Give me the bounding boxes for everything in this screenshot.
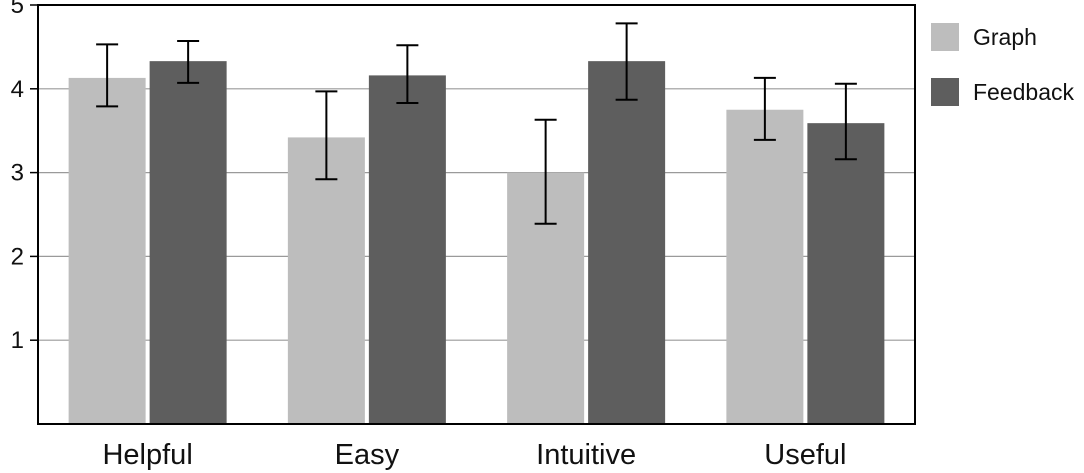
- y-tick-label: 1: [11, 327, 24, 354]
- bar-graph-helpful: [68, 77, 146, 424]
- error-bars: [96, 22, 857, 225]
- error-bar-graph-intuitive: [534, 118, 557, 225]
- legend-label-graph: Graph: [973, 24, 1037, 50]
- x-axis: Helpful Easy Intuitive Useful: [102, 439, 846, 471]
- x-tick-label-intuitive: Intuitive: [536, 439, 636, 471]
- bar-graph-easy: [287, 137, 365, 425]
- bar-feedback-easy: [368, 75, 446, 424]
- bar-feedback-helpful: [149, 61, 227, 425]
- x-tick-label-easy: Easy: [335, 439, 400, 471]
- bar-feedback-intuitive: [588, 61, 666, 425]
- y-tick-label: 2: [11, 243, 24, 270]
- bar-graph-useful: [726, 109, 804, 424]
- error-bar-feedback-helpful: [177, 40, 200, 84]
- bars: [68, 61, 885, 425]
- legend-label-feedback: Feedback: [973, 79, 1075, 105]
- error-bar-graph-useful: [753, 76, 776, 141]
- legend: Graph Feedback: [931, 23, 1075, 106]
- error-bar-feedback-intuitive: [615, 22, 638, 101]
- y-tick-label: 4: [11, 76, 24, 103]
- bar-feedback-useful: [807, 123, 885, 425]
- error-bar-graph-helpful: [96, 43, 119, 108]
- legend-swatch-graph: [931, 23, 959, 51]
- x-tick-label-useful: Useful: [764, 439, 846, 471]
- legend-swatch-feedback: [931, 78, 959, 106]
- y-tick-label: 3: [11, 160, 24, 187]
- error-bar-feedback-useful: [834, 82, 857, 161]
- error-bar-feedback-easy: [396, 44, 419, 105]
- plot-frame: [37, 4, 916, 425]
- y-axis: 1 2 3 4 5: [11, 0, 38, 354]
- error-bar-graph-easy: [315, 90, 338, 181]
- y-tick-label: 5: [11, 0, 24, 19]
- x-tick-label-helpful: Helpful: [102, 439, 192, 471]
